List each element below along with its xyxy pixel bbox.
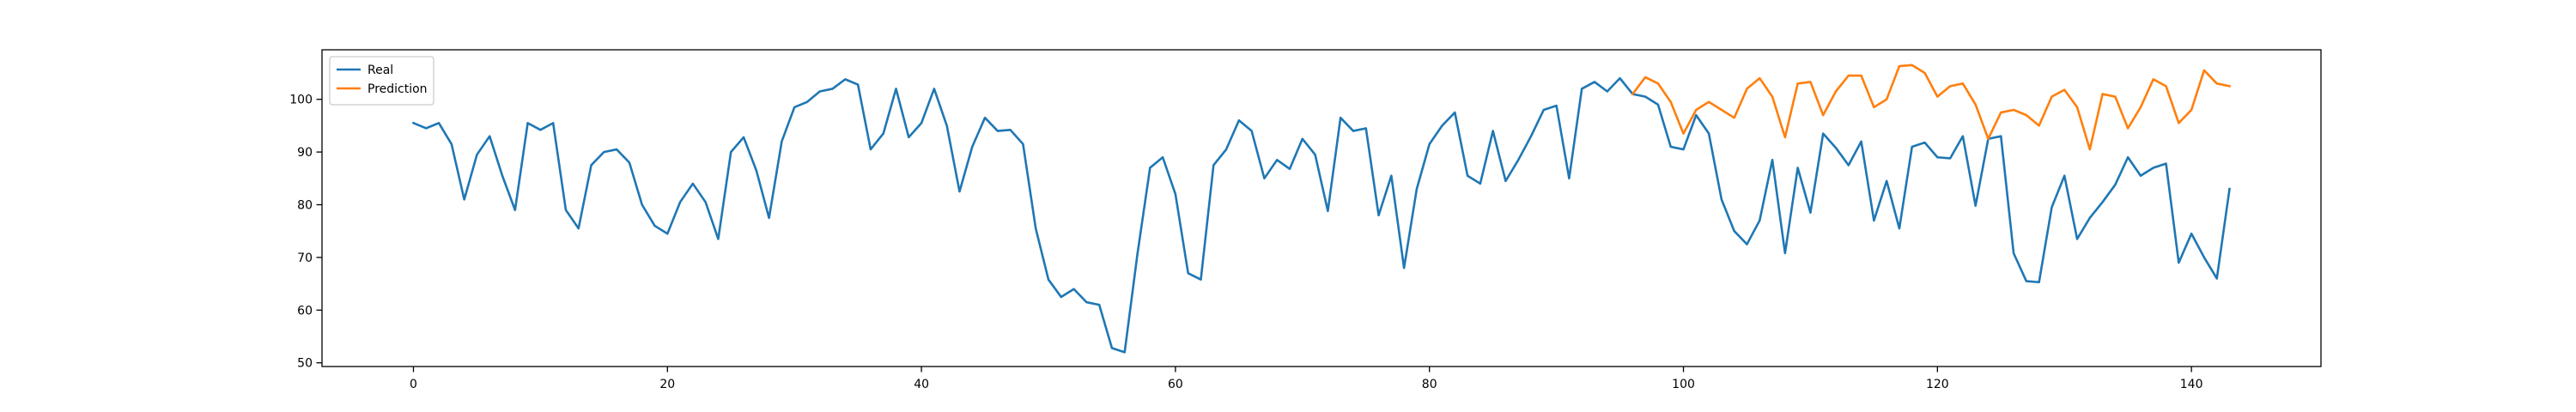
y-tick-label: 50 [297, 357, 313, 371]
y-tick-label: 80 [297, 199, 313, 213]
x-tick-label: 100 [1672, 378, 1695, 391]
x-tick-label: 120 [1926, 378, 1949, 391]
y-tick-label: 100 [289, 94, 313, 107]
y-tick-label: 90 [297, 146, 313, 160]
legend-label: Prediction [368, 82, 428, 96]
legend-label: Real [368, 64, 393, 77]
series-line-real [411, 76, 2231, 354]
axes: 0 20 40 60 80 100 120 140 50 60 70 80 90 100 [289, 49, 2322, 391]
y-tick-label: 70 [297, 251, 313, 265]
x-tick-label: 60 [1168, 378, 1183, 391]
x-tick-label: 140 [2180, 378, 2203, 391]
x-tick-label: 20 [659, 378, 675, 391]
y-tick-label: 60 [297, 304, 313, 318]
series-line-prediction [1631, 64, 2232, 151]
legend: Real Prediction [329, 56, 434, 106]
x-tick-label: 0 [410, 378, 417, 391]
x-tick-label: 40 [914, 378, 929, 391]
x-tick-label: 80 [1422, 378, 1437, 391]
plot-area [411, 64, 2232, 354]
axes-frame [321, 49, 2322, 367]
